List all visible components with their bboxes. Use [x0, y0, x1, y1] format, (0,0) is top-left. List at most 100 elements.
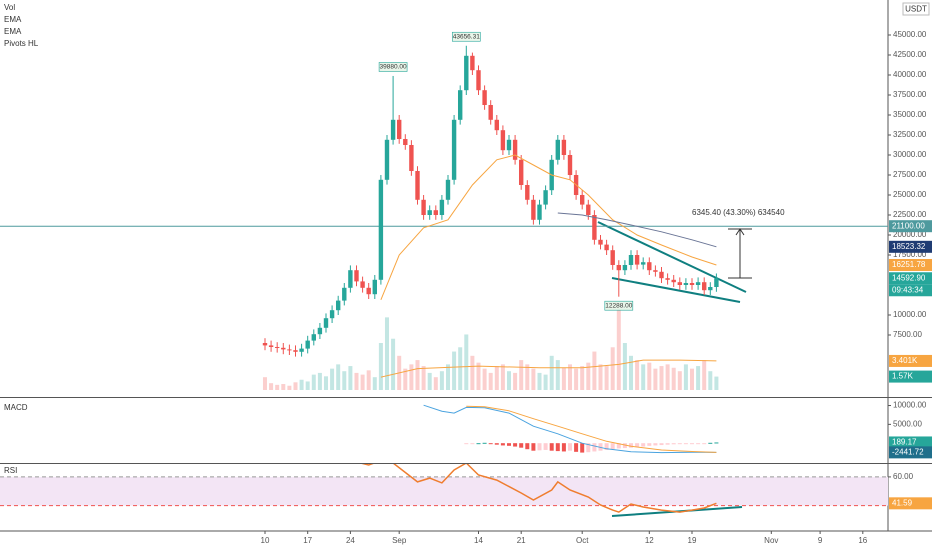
volume-bar: [586, 362, 591, 390]
countdown-tag: [889, 284, 932, 297]
volume-bar: [293, 382, 298, 390]
y-tick-label: 40000.00: [893, 70, 927, 79]
volume-bar: [360, 374, 365, 390]
price-tag: [889, 446, 932, 459]
candle-body: [317, 327, 323, 335]
histogram-bar: [616, 443, 621, 449]
currency-box[interactable]: [902, 2, 930, 16]
histogram-bar: [671, 443, 676, 445]
volume-bar: [421, 366, 426, 390]
legend-item[interactable]: Pivots HL: [4, 39, 39, 48]
candle-body: [714, 278, 719, 287]
y-tick-label: 5000.00: [893, 419, 922, 428]
candle-body: [592, 215, 597, 240]
candle-body: [561, 139, 567, 155]
volume-bar: [567, 364, 572, 390]
x-tick-label: 10: [261, 536, 270, 545]
volume-bar: [671, 367, 676, 390]
volume-bar: [537, 372, 542, 390]
currency[interactable]: USDT: [905, 5, 927, 14]
layer: [557, 212, 717, 248]
candle-body: [598, 239, 603, 245]
y-tick-label: 7500.00: [893, 330, 922, 339]
measure-arrowhead[interactable]: [735, 228, 745, 236]
candle-body: [281, 347, 286, 350]
candle-body: [335, 300, 341, 311]
pivot-label: 43656.31: [453, 33, 480, 40]
volume-bar: [506, 371, 511, 390]
volume-bar: [677, 371, 682, 390]
trend-line[interactable]: [597, 221, 747, 293]
x-tick-label: 12: [645, 536, 654, 545]
pane-label[interactable]: RSI: [4, 466, 17, 475]
histogram-bar: [543, 443, 548, 450]
histogram-bar: [476, 443, 481, 445]
layer: [361, 464, 717, 513]
price-tag: [889, 272, 932, 285]
candle-body: [531, 199, 536, 220]
candle-body: [689, 283, 695, 285]
candle-body: [500, 130, 506, 151]
volume-bar: [470, 355, 475, 390]
y-tick-label: 25000.00: [893, 190, 927, 199]
trend-line[interactable]: [611, 277, 741, 303]
price-tag: [889, 240, 932, 253]
indicator-line: [466, 405, 717, 453]
volume-bar: [299, 379, 304, 390]
x-tick-label: Sep: [392, 536, 407, 545]
candle-body: [695, 282, 701, 285]
histogram-bar: [641, 443, 646, 447]
candle-body: [378, 179, 384, 280]
volume-bar: [702, 360, 707, 390]
candle-body: [268, 345, 274, 347]
volume-bar: [653, 368, 658, 390]
pane-label[interactable]: MACD: [4, 403, 28, 412]
volume-bar: [378, 343, 383, 390]
legend-item[interactable]: EMA: [4, 15, 22, 24]
legend-item[interactable]: Vol: [4, 3, 15, 12]
indicator-line: [361, 464, 717, 513]
volume-bar: [482, 368, 487, 390]
histogram-bar: [592, 443, 597, 452]
price-tag-label: 3.401K: [892, 356, 918, 365]
volume-bar: [464, 334, 469, 390]
candle-body: [366, 287, 371, 295]
candle-body: [616, 265, 622, 271]
candle-body: [348, 270, 353, 288]
candle-body: [476, 70, 481, 91]
histogram-bar: [519, 443, 524, 448]
measure-label[interactable]: 6345.40 (43.30%) 634540: [692, 208, 785, 217]
volume-bar: [372, 377, 377, 390]
y-tick-label: 45000.00: [893, 30, 927, 39]
volume-bar: [342, 371, 347, 390]
candle-body: [329, 310, 335, 319]
candle-body: [677, 282, 683, 285]
candle-body: [384, 139, 390, 180]
histogram-bar: [702, 443, 707, 445]
volume-bar: [543, 374, 548, 390]
candle-body: [610, 250, 615, 265]
volume-bar: [269, 383, 274, 390]
candle-body: [372, 279, 377, 295]
price-tag: [889, 258, 932, 271]
volume-bar: [305, 381, 310, 390]
candle-body: [708, 287, 713, 291]
x-tick-label: 17: [303, 536, 312, 545]
candle-body: [323, 318, 329, 328]
price-tag-label: 41.59: [892, 498, 913, 507]
candle-body: [396, 119, 402, 139]
volume-bar: [696, 366, 701, 390]
legend-item[interactable]: EMA: [4, 27, 22, 36]
price-tag-label: 16251.78: [892, 260, 926, 269]
histogram-bar: [537, 443, 542, 451]
price-tag-label: 18523.32: [892, 242, 926, 251]
volume-bar: [391, 338, 396, 390]
candle-body: [360, 281, 365, 288]
candle-body: [653, 270, 658, 272]
candle-body: [445, 179, 451, 200]
volume-bar: [641, 364, 646, 390]
countdown: 09:43:34: [892, 285, 924, 294]
volume-bar: [336, 364, 341, 390]
x-tick-label: 21: [517, 536, 526, 545]
